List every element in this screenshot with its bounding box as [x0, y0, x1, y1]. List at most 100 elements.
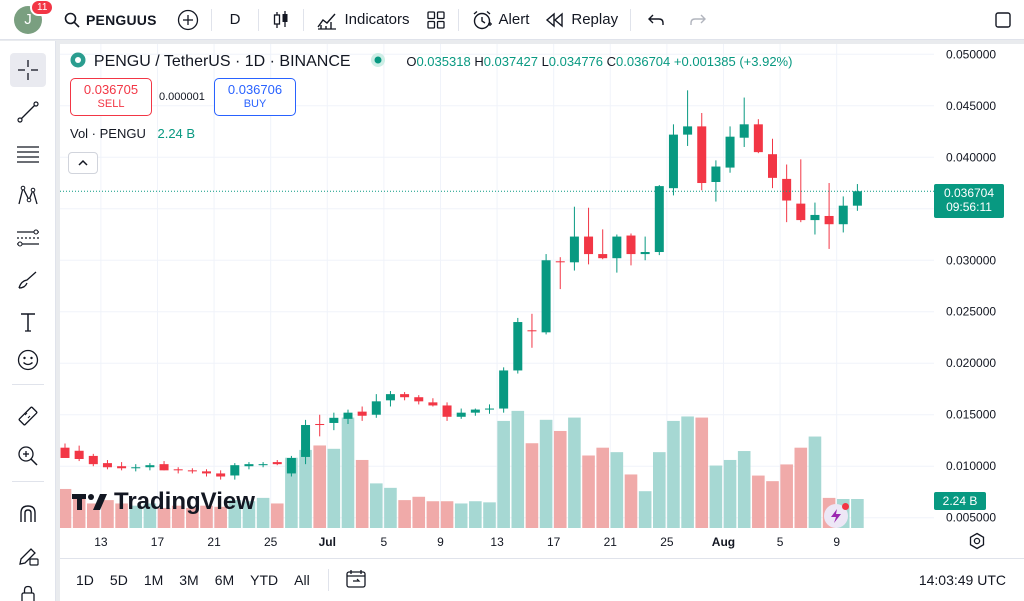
trend-line-icon [17, 101, 39, 123]
trend-line-tool-button[interactable] [10, 95, 46, 129]
volume-bar [242, 501, 256, 528]
time-tick-label: 17 [547, 535, 561, 549]
icon-tool-button[interactable] [10, 343, 46, 377]
candle-body [513, 322, 523, 371]
spread-value: 0.000001 [159, 91, 205, 103]
lock-drawings-button[interactable] [10, 539, 46, 573]
brush-icon [18, 271, 37, 289]
fullscreen-icon [995, 11, 1011, 28]
chart-canvas[interactable]: 0.0500000.0450000.0400000.0350000.030000… [60, 44, 1024, 558]
time-tick-label: 5 [381, 535, 388, 549]
candle-body [357, 411, 367, 416]
volume-bar [157, 507, 171, 528]
interval-button[interactable]: D [216, 0, 255, 40]
candle-body [598, 254, 608, 259]
volume-bar [143, 503, 157, 528]
candle [555, 257, 565, 290]
forecast-tool-button[interactable] [10, 221, 46, 255]
replay-button[interactable]: Replay [537, 0, 626, 40]
user-avatar[interactable]: J 11 [14, 0, 55, 34]
redo-button[interactable] [677, 0, 719, 40]
candle [640, 236, 650, 261]
top-toolbar: J 11 PENGUUS D Indicators Alert [0, 0, 1024, 40]
price-tick-label: 0.020000 [946, 356, 996, 370]
symbol-title[interactable]: PENGU / TetherUS · 1D · BINANCE [93, 53, 351, 70]
collapse-legend-button[interactable] [68, 152, 98, 174]
time-tick-label: Jul [319, 535, 336, 549]
compare-symbol-button[interactable] [169, 0, 207, 40]
volume-bar [610, 452, 624, 528]
symbol-search-button[interactable]: PENGUUS [56, 0, 165, 40]
volume-bar [115, 503, 128, 528]
range-button-1d[interactable]: 1D [76, 572, 94, 588]
pattern-tool-button[interactable] [10, 179, 46, 213]
text-tool-button[interactable] [10, 305, 46, 339]
indicators-button[interactable]: Indicators [308, 0, 417, 40]
undo-button[interactable] [635, 0, 677, 40]
sell-price: 0.036705 [83, 82, 139, 97]
candle-body [88, 455, 98, 465]
chart-type-button[interactable] [263, 0, 299, 40]
range-button-3m[interactable]: 3M [179, 572, 199, 588]
volume-bar [681, 416, 694, 528]
buy-button[interactable]: 0.036706 BUY [214, 78, 296, 116]
candle [343, 409, 353, 424]
calendar-range-icon [346, 569, 366, 588]
range-button-ytd[interactable]: YTD [250, 572, 279, 588]
settings-button[interactable] [968, 532, 986, 555]
candle-body [470, 409, 480, 413]
candle-body [852, 191, 862, 206]
candle [683, 90, 693, 146]
candle-body [626, 235, 636, 255]
candle-body [74, 450, 84, 460]
volume-bar [270, 503, 284, 528]
notification-dot [842, 503, 849, 510]
brush-tool-button[interactable] [10, 263, 46, 297]
candle-body [569, 236, 579, 263]
time-tick-label: 17 [151, 535, 165, 549]
plus-circle-icon [177, 9, 198, 30]
volume-bar [469, 501, 482, 528]
lightning-button[interactable] [824, 503, 849, 528]
layout-button[interactable] [418, 0, 454, 40]
tradingview-watermark: TradingView [72, 488, 255, 516]
interval-label: D [229, 11, 241, 28]
candle-body [499, 370, 509, 409]
range-button-5d[interactable]: 5D [109, 572, 128, 588]
low-value: 0.034776 [548, 54, 604, 69]
sell-button[interactable]: 0.036705 SELL [70, 78, 152, 116]
crosshair-tool-button[interactable] [10, 53, 46, 87]
candle [102, 460, 112, 470]
volume-tag: 2.24 B [934, 492, 986, 510]
candle-body [117, 466, 127, 469]
zoom-tool-button[interactable] [10, 439, 46, 473]
candle [527, 313, 537, 348]
goto-date-button[interactable] [339, 569, 373, 592]
lock-button[interactable] [10, 577, 46, 601]
magnet-tool-button[interactable] [10, 497, 46, 531]
candle-body [428, 402, 438, 406]
utc-clock[interactable]: 14:03:49 UTC [918, 572, 1006, 588]
forecast-icon [17, 229, 39, 247]
series-legend: PENGU / TetherUS · 1D · BINANCE O0.03531… [70, 52, 792, 71]
range-button-all[interactable]: All [294, 572, 310, 588]
time-tick-label: 5 [777, 535, 784, 549]
sell-label: SELL [97, 98, 125, 110]
measure-tool-button[interactable] [10, 399, 46, 433]
gear-icon [969, 532, 985, 550]
candle-body [640, 252, 650, 255]
bottom-toolbar: 1D 5D 1M 3M 6M YTD All 14:03:49 UTC [60, 558, 1024, 601]
alert-label: Alert [498, 11, 530, 28]
indicators-icon [317, 13, 337, 30]
fullscreen-button[interactable] [982, 0, 1024, 40]
volume-bar [256, 497, 270, 528]
time-tick-label: 9 [437, 535, 444, 549]
alert-button[interactable]: Alert [463, 0, 538, 40]
range-button-1m[interactable]: 1M [143, 572, 164, 588]
range-button-6m[interactable]: 6M [214, 572, 235, 588]
buy-price: 0.036706 [227, 82, 283, 97]
chart-panel[interactable]: 0.0500000.0450000.0400000.0350000.030000… [60, 44, 1024, 601]
candle-body [768, 154, 777, 178]
candle-body [683, 126, 693, 135]
fib-tool-button[interactable] [10, 137, 46, 171]
